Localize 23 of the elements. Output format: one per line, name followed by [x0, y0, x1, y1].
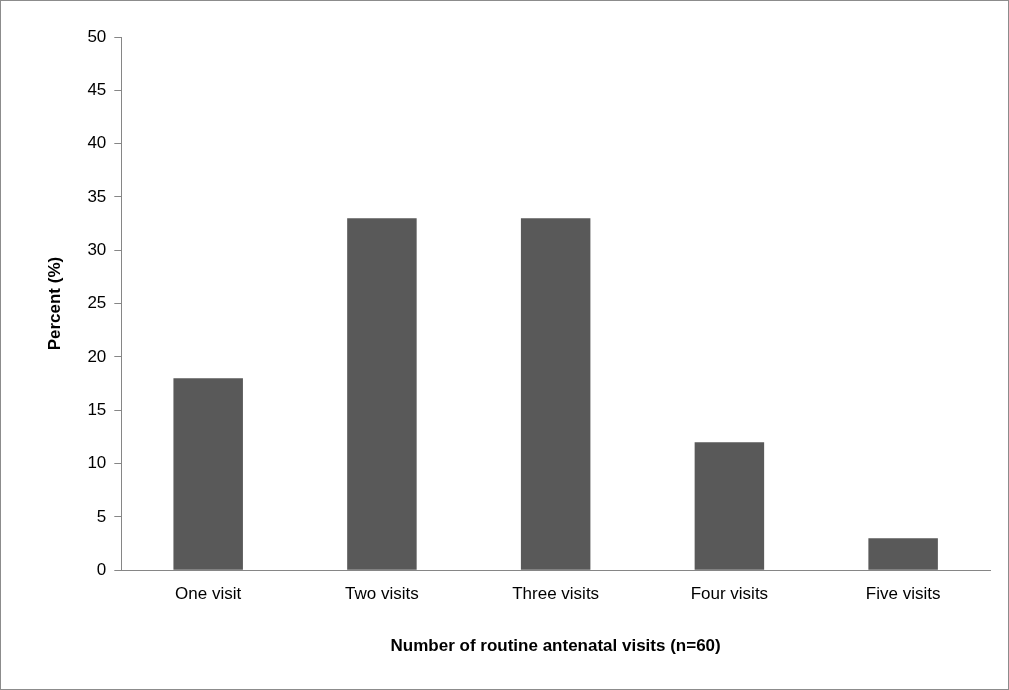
y-tick-label: 45 [87, 80, 107, 100]
bar [347, 218, 417, 570]
y-tick-label: 25 [87, 293, 107, 313]
y-tick-label: 0 [96, 559, 107, 579]
y-axis-title: Percent (%) [44, 256, 64, 351]
bar [868, 538, 938, 570]
y-tick-label: 15 [87, 399, 107, 419]
x-axis-title: Number of routine antenatal visits (n=60) [390, 636, 721, 656]
bar [173, 378, 243, 570]
y-tick-label: 10 [87, 453, 107, 473]
y-tick-label: 50 [87, 26, 107, 46]
bar [520, 218, 591, 570]
y-tick-label: 35 [87, 186, 107, 206]
y-tick-label: 5 [96, 506, 107, 526]
x-tick-label: Three visits [512, 584, 600, 604]
y-tick-label: 40 [87, 133, 107, 153]
x-tick-label: Two visits [345, 584, 419, 604]
x-tick-label: One visit [175, 584, 242, 604]
x-tick-label: Five visits [865, 584, 941, 604]
y-tick-label: 30 [87, 239, 107, 259]
bar [694, 442, 765, 570]
x-tick-label: Four visits [690, 584, 769, 604]
y-tick-label: 20 [87, 346, 107, 366]
